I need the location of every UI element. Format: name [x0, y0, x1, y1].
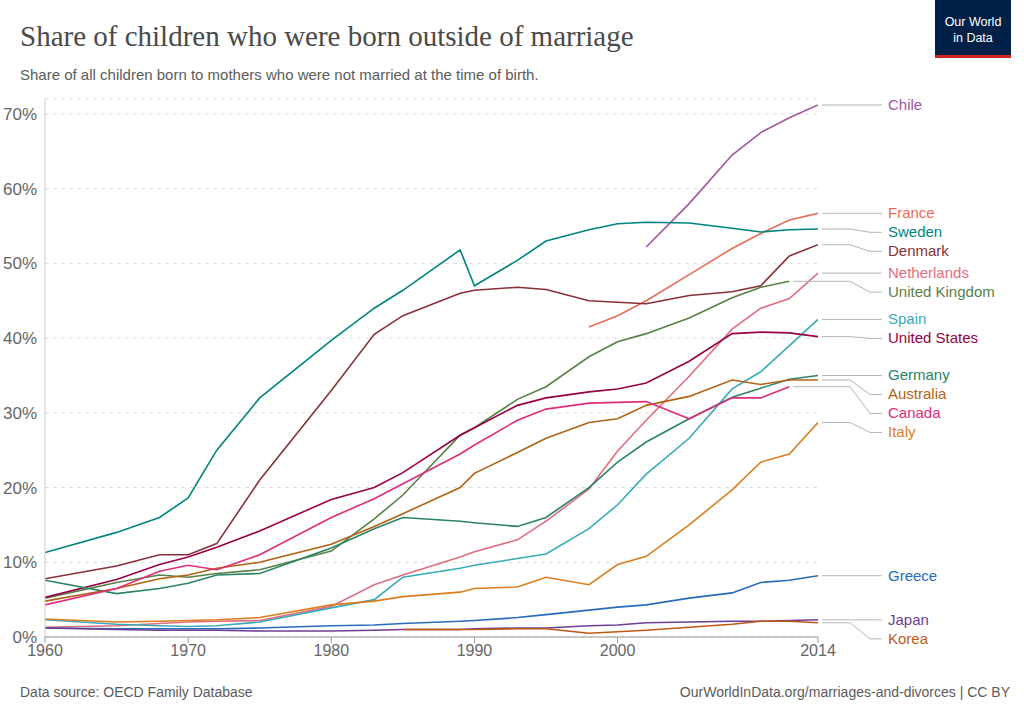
svg-text:Netherlands: Netherlands: [888, 264, 969, 281]
svg-text:40%: 40%: [8, 329, 37, 348]
svg-text:50%: 50%: [8, 254, 37, 273]
svg-text:Share of all children born to: Share of all children born to mothers wh…: [20, 66, 539, 83]
svg-text:1970: 1970: [170, 642, 206, 659]
svg-text:Japan: Japan: [888, 611, 929, 628]
svg-text:United States: United States: [888, 329, 978, 346]
svg-text:1980: 1980: [313, 642, 349, 659]
svg-text:Greece: Greece: [888, 567, 937, 584]
svg-text:60%: 60%: [8, 180, 37, 199]
svg-text:0%: 0%: [12, 628, 37, 647]
svg-text:Denmark: Denmark: [888, 242, 949, 259]
svg-text:in Data: in Data: [953, 31, 993, 45]
svg-text:1990: 1990: [457, 642, 493, 659]
svg-text:OurWorldInData.org/marriages-a: OurWorldInData.org/marriages-and-divorce…: [680, 684, 1011, 700]
svg-text:Sweden: Sweden: [888, 223, 942, 240]
svg-text:70%: 70%: [8, 105, 37, 124]
svg-text:Korea: Korea: [888, 630, 929, 647]
svg-text:Germany: Germany: [888, 366, 950, 383]
svg-text:Italy: Italy: [888, 423, 916, 440]
svg-text:Australia: Australia: [888, 385, 947, 402]
svg-text:Spain: Spain: [888, 310, 926, 327]
svg-text:1960: 1960: [27, 642, 63, 660]
svg-text:2014: 2014: [800, 642, 836, 659]
svg-text:Share of children who were bor: Share of children who were born outside …: [20, 20, 634, 52]
svg-text:France: France: [888, 204, 935, 221]
svg-text:10%: 10%: [8, 553, 37, 572]
svg-text:Data source: OECD Family Datab: Data source: OECD Family Database: [20, 684, 253, 700]
svg-text:United Kingdom: United Kingdom: [888, 283, 995, 300]
svg-text:Our World: Our World: [945, 15, 1002, 29]
svg-text:Chile: Chile: [888, 96, 922, 113]
svg-text:2000: 2000: [600, 642, 636, 659]
svg-text:Canada: Canada: [888, 404, 941, 421]
svg-text:30%: 30%: [8, 404, 37, 423]
svg-text:20%: 20%: [8, 479, 37, 498]
